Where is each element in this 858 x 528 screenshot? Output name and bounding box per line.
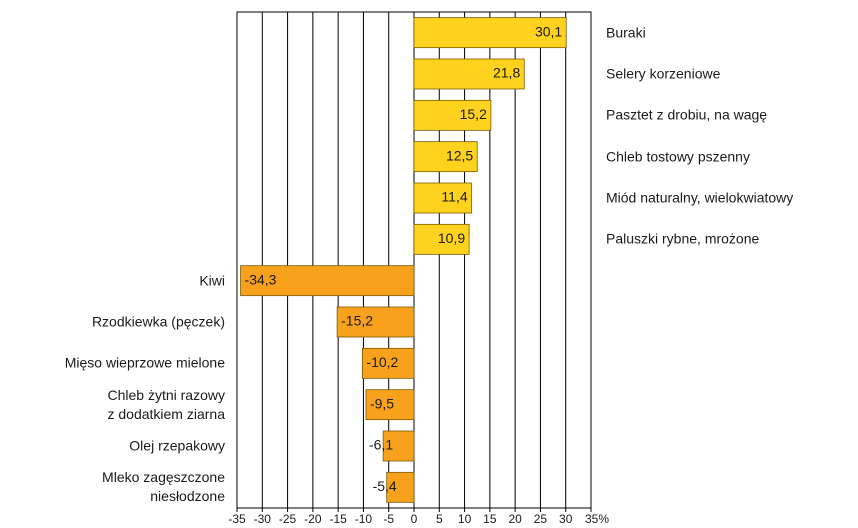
x-tick-label: -20 (304, 512, 322, 526)
x-tick-label: -15 (329, 512, 347, 526)
bar (365, 389, 415, 421)
bar (386, 471, 415, 503)
x-tick-label: 20 (508, 512, 522, 526)
value-label: -9,5 (370, 395, 394, 411)
x-tick-label: 5 (436, 512, 443, 526)
category-label: Kiwi (199, 272, 225, 289)
x-tick-label: -25 (279, 512, 297, 526)
x-tick-label: 10 (458, 512, 472, 526)
bar (382, 430, 415, 462)
category-label: Chleb tostowy pszenny (606, 148, 750, 165)
category-label: Pasztet z drobiu, na wagę (606, 106, 768, 123)
value-label: 15,2 (460, 106, 487, 122)
category-label: Rzodkiewka (pęczek) (91, 313, 225, 330)
x-tick-label: -30 (254, 512, 272, 526)
value-label: 21,8 (493, 65, 520, 81)
x-tick-label: 35% (585, 512, 609, 526)
bar (413, 17, 567, 49)
plot-frame (236, 11, 592, 509)
x-tick-label: 15 (483, 512, 497, 526)
category-label: Mleko zagęszczone niesłodzone (102, 469, 225, 505)
category-label: Buraki (606, 24, 646, 41)
bar (240, 265, 415, 297)
x-tick-label: 25 (534, 512, 548, 526)
value-label: -5,4 (373, 478, 397, 494)
value-label: -10,2 (366, 354, 398, 370)
value-label: -6,1 (369, 437, 393, 453)
category-label: Miód naturalny, wielokwiatowy (606, 189, 794, 206)
x-tick-label: 30 (559, 512, 573, 526)
category-label: Chleb żytni razowy z dodatkiem ziarna (107, 386, 225, 422)
bar (413, 223, 470, 255)
category-label: Mięso wieprzowe mielone (64, 354, 225, 371)
x-tick-label: 0 (411, 512, 418, 526)
category-label: Olej rzepakowy (129, 437, 225, 454)
value-label: 10,9 (438, 230, 465, 246)
category-label: Paluszki rybne, mrożone (606, 230, 760, 247)
bar (413, 182, 473, 214)
bar (413, 58, 525, 90)
x-tick-label: -10 (355, 512, 373, 526)
bar (413, 99, 492, 131)
value-label: 11,4 (441, 189, 467, 205)
bar (336, 306, 415, 338)
x-tick-label: -35 (228, 512, 246, 526)
value-label: 12,5 (446, 147, 473, 163)
bar (413, 141, 478, 173)
value-label: -15,2 (341, 313, 373, 329)
bar (362, 347, 415, 379)
x-tick-label: -5 (383, 512, 394, 526)
category-label: Selery korzeniowe (606, 65, 721, 82)
value-label: 30,1 (535, 23, 562, 39)
value-label: -34,3 (245, 271, 277, 287)
